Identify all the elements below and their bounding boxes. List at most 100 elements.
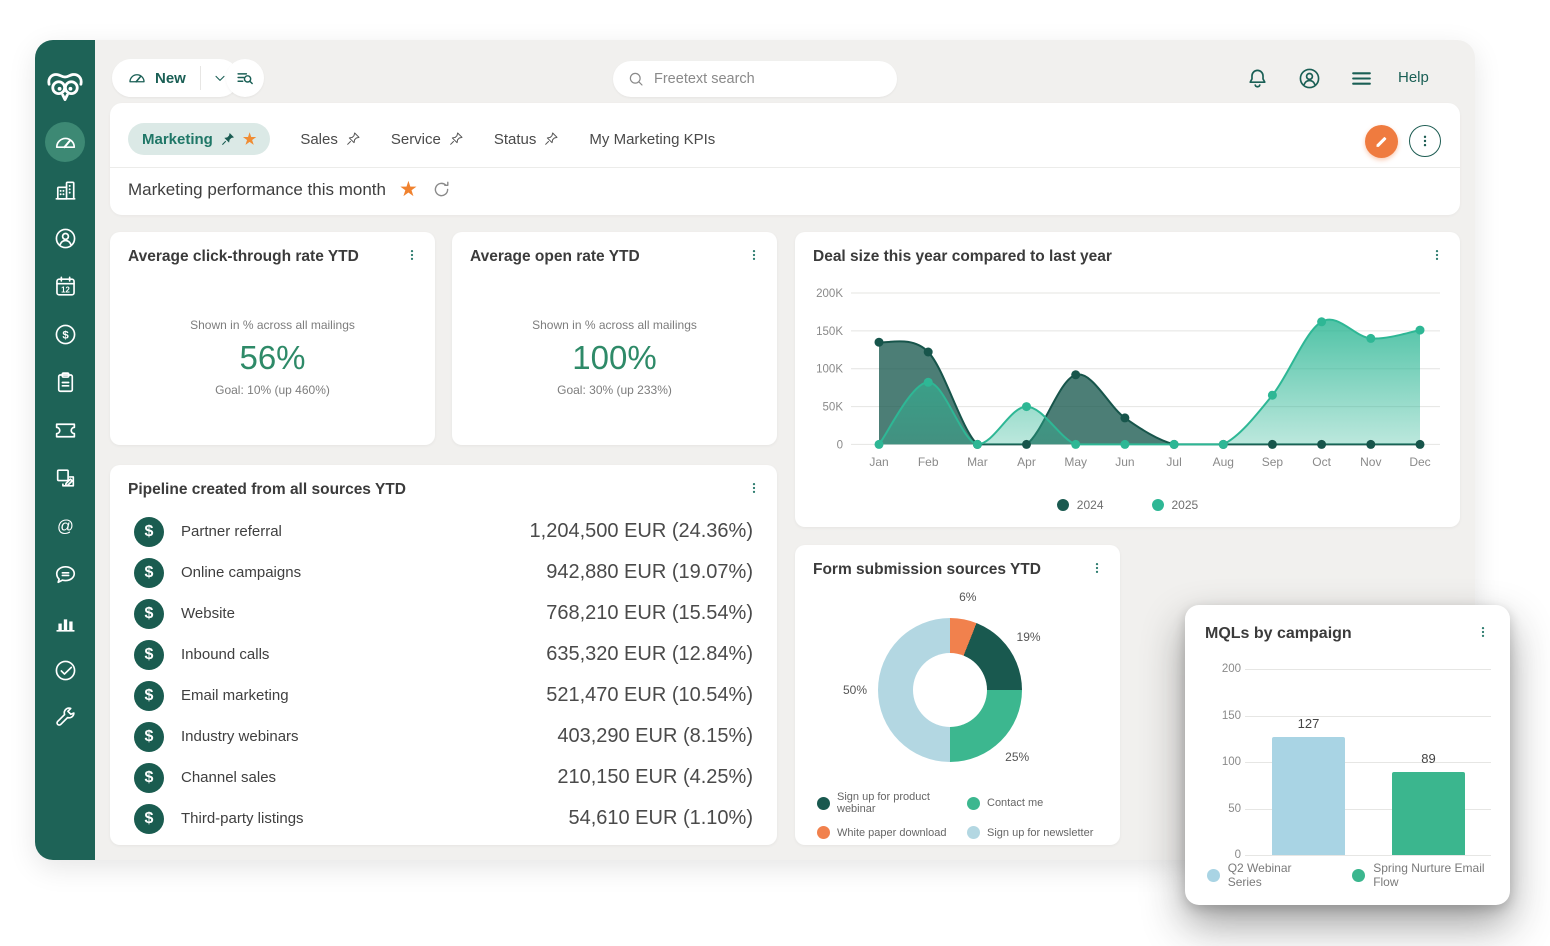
wrench-icon (53, 706, 78, 731)
card-click-rate: Average click-through rate YTD Shown in … (110, 232, 435, 445)
favorite-star-icon[interactable]: ★ (398, 178, 418, 201)
dollar-badge-icon: $ (134, 639, 164, 670)
tab-status[interactable]: Status (494, 131, 560, 148)
card-kebab-menu[interactable] (743, 244, 765, 266)
pipeline-row[interactable]: $ Online campaigns 942,880 EUR (19.07%) (110, 552, 777, 593)
card-kebab-menu[interactable] (743, 477, 765, 499)
sidebar-item-documents[interactable] (41, 454, 89, 502)
donut-slice-label: 50% (842, 683, 868, 697)
kpi-value: 56% (239, 339, 306, 376)
sidebar-item-dashboard[interactable] (41, 118, 89, 166)
tab-label: My Marketing KPIs (589, 130, 716, 148)
pipeline-row[interactable]: $ Partner referral 1,204,500 EUR (24.36%) (110, 511, 777, 552)
owl-logo[interactable] (44, 56, 86, 118)
card-kebab-menu[interactable] (1426, 244, 1448, 266)
legend-item: Sign up for product webinar (817, 791, 967, 815)
tab-label: Service (390, 130, 441, 148)
gridline (1245, 762, 1491, 763)
tab-my-marketing-kpis[interactable]: My Marketing KPIs (589, 131, 715, 148)
legend-item: White paper download (817, 826, 967, 839)
menu-icon[interactable] (1349, 66, 1374, 91)
pin-icon (345, 131, 361, 147)
sidebar-item-chat[interactable] (41, 550, 89, 598)
source-label: Email marketing (181, 687, 289, 704)
y-axis-label: 200 (1221, 663, 1241, 675)
card-title: MQLs by campaign (1205, 625, 1352, 642)
legend-dot (1151, 499, 1164, 511)
legend-item: Sign up for newsletter (967, 826, 1093, 839)
source-label: Third-party listings (181, 810, 304, 827)
svg-text:Nov: Nov (1360, 455, 1381, 469)
sidebar-item-settings[interactable] (41, 694, 89, 742)
source-value: 942,880 EUR (19.07%) (546, 561, 753, 583)
pipeline-row[interactable]: $ Inbound calls 635,320 EUR (12.84%) (110, 634, 777, 675)
card-form-sources: Form submission sources YTD Sign up for … (795, 545, 1120, 845)
source-label: Industry webinars (181, 728, 299, 745)
refresh-icon[interactable] (431, 179, 452, 200)
gridline (1245, 808, 1491, 810)
sidebar-item-contacts[interactable] (41, 214, 89, 262)
sidebar-item-mailings[interactable]: @ (41, 502, 89, 550)
dollar-badge-icon: $ (134, 557, 164, 588)
source-label: Channel sales (181, 769, 277, 786)
dashboard-icon (53, 130, 78, 155)
new-button[interactable]: New (112, 59, 239, 97)
search-input[interactable] (654, 71, 874, 87)
sidebar-item-diary[interactable]: 12 (41, 262, 89, 310)
card-kebab-menu[interactable] (1472, 621, 1494, 643)
card-title: Form submission sources YTD (813, 561, 1041, 578)
source-value: 403,290 EUR (8.15%) (557, 725, 753, 747)
pipeline-row[interactable]: $ Third-party listings 54,610 EUR (1.10%) (110, 798, 777, 839)
tab-sales[interactable]: Sales (300, 131, 361, 148)
kpi-value: 100% (572, 339, 657, 376)
sidebar-item-reports[interactable] (41, 598, 89, 646)
svg-text:Jun: Jun (1115, 455, 1134, 469)
pipeline-row[interactable]: $ Industry webinars 403,290 EUR (8.15%) (110, 716, 777, 757)
svg-text:Feb: Feb (918, 455, 939, 469)
chevron-down-icon[interactable] (201, 70, 239, 86)
card-open-rate: Average open rate YTD Shown in % across … (452, 232, 777, 445)
search-icon (627, 70, 645, 88)
area-chart: 200K 150K 100K 50K 0 Jan Feb Mar Apr May Jun Jul Aug… (795, 276, 1460, 506)
pin-icon (220, 131, 236, 147)
pipeline-row[interactable]: $ Channel sales 210,150 EUR (4.25%) (110, 757, 777, 798)
svg-text:Oct: Oct (1312, 455, 1331, 469)
edit-button[interactable] (1365, 125, 1398, 158)
header-kebab-menu[interactable] (1409, 125, 1441, 157)
pipeline-row[interactable]: $ Website 768,210 EUR (15.54%) (110, 593, 777, 634)
source-label: Online campaigns (181, 564, 302, 581)
svg-text:Sep: Sep (1262, 455, 1284, 469)
bell-icon[interactable] (1245, 66, 1270, 91)
person-circle-icon (53, 226, 78, 251)
sidebar-item-companies[interactable] (41, 166, 89, 214)
sidebar-item-projects[interactable] (41, 358, 89, 406)
source-label: Website (181, 605, 235, 622)
chart-legend: Q2 Webinar Series Spring Nurture Email Fl… (1207, 861, 1510, 889)
tab-marketing[interactable]: Marketing ★ (128, 123, 271, 155)
dollar-badge-icon: $ (134, 762, 164, 793)
legend-dot (967, 826, 980, 839)
bar-value-label: 89 (1421, 751, 1436, 767)
y-axis-label: 100 (1221, 756, 1241, 768)
card-kebab-menu[interactable] (401, 244, 423, 266)
svg-text:Apr: Apr (1017, 455, 1036, 469)
profile-icon[interactable] (1297, 66, 1322, 91)
dollar-badge-icon: $ (134, 516, 164, 547)
sidebar-item-tickets[interactable] (41, 406, 89, 454)
card-kebab-menu[interactable] (1086, 557, 1108, 579)
sidebar-item-sales[interactable]: $ (41, 310, 89, 358)
dollar-badge-icon: $ (134, 598, 164, 629)
y-axis-label: 50 (1228, 802, 1241, 815)
legend-dot (817, 826, 830, 839)
calendar-icon: 12 (53, 274, 78, 299)
chart-legend: 2024 2025 (795, 498, 1460, 512)
find-button[interactable] (226, 59, 264, 97)
pencil-icon (1373, 133, 1390, 150)
help-link[interactable]: Help (1398, 69, 1429, 86)
card-deal-size-chart: Deal size this year compared to last yea… (795, 232, 1460, 527)
pipeline-row[interactable]: $ Email marketing 521,470 EUR (10.54%) (110, 675, 777, 716)
tab-service[interactable]: Service (391, 131, 464, 148)
ticket-icon (53, 418, 78, 443)
sidebar-item-marketing[interactable] (41, 646, 89, 694)
legend-dot (967, 796, 980, 810)
